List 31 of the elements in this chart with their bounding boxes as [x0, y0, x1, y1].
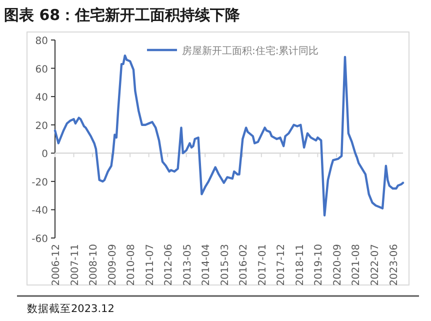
y-tick-label: 20 — [35, 120, 48, 132]
x-tick-label: 2006-12 — [51, 244, 62, 286]
y-tick-label: -40 — [32, 206, 48, 217]
legend-label: 房屋新开工面积:住宅:累计同比 — [182, 45, 319, 57]
y-tick-label: 0 — [42, 149, 48, 160]
x-tick-label: 2017-12 — [276, 244, 288, 286]
text: 数据截至2023.12 — [27, 302, 114, 315]
x-tick-label: 2013-05 — [182, 244, 194, 286]
x-tick-label: 2017-01 — [257, 244, 268, 286]
x-tick-label: 2014-04 — [201, 244, 212, 286]
x-tick-label: 2018-11 — [294, 244, 306, 286]
x-tick-label: 2011-07 — [144, 244, 156, 286]
x-tick-label: 2022-07 — [370, 244, 381, 286]
y-tick-label: 60 — [35, 64, 48, 76]
legend: 房屋新开工面积:住宅:累计同比 — [147, 46, 319, 57]
y-tick-label: -60 — [32, 234, 48, 245]
x-tick-label: 2021-08 — [351, 244, 362, 286]
y-tick-label: 80 — [35, 36, 48, 47]
x-tick-label: 2010-08 — [126, 244, 138, 286]
x-tick-label: 2016-02 — [238, 244, 250, 286]
x-tick-label: 2012-06 — [164, 244, 175, 286]
x-tick-label: 2009-09 — [107, 244, 118, 286]
x-tick-label: 2019-10 — [314, 244, 325, 286]
y-tick-label: 40 — [35, 92, 48, 104]
y-tick-label: -20 — [32, 177, 48, 188]
x-tick-label: 2020-09 — [332, 244, 344, 286]
x-tick-label: 2023-06 — [388, 244, 400, 286]
x-tick-label: 2008-10 — [88, 244, 100, 286]
x-tick-label: 2015-03 — [220, 244, 231, 286]
x-tick-label: 2007-11 — [70, 244, 81, 286]
chart-title: 图表 68：住宅新开工面积持续下降 — [4, 6, 242, 24]
